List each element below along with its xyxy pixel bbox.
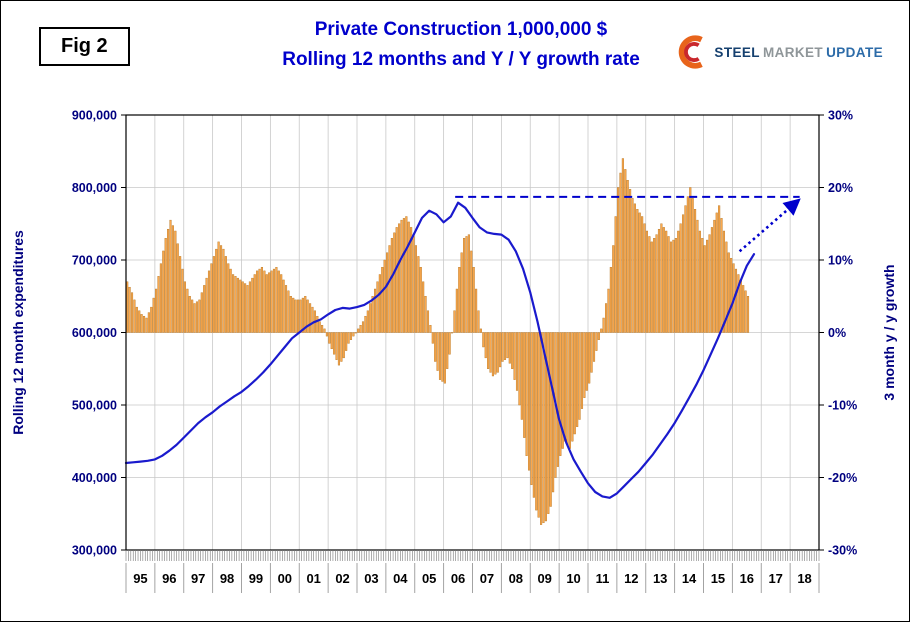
svg-text:Rolling 12 month expenditures: Rolling 12 month expenditures — [10, 230, 26, 435]
chart-title-line1: Private Construction 1,000,000 $ — [314, 19, 608, 40]
svg-text:13: 13 — [653, 571, 667, 586]
svg-text:98: 98 — [220, 571, 234, 586]
svg-text:02: 02 — [335, 571, 349, 586]
x-axis-year-strip: 95 96 97 98 99 00 01 02 03 04 05 06 07 08 09 10 11 12 13 14… — [125, 563, 820, 593]
svg-text:500,000: 500,000 — [72, 399, 117, 413]
svg-text:3 month y / y growth: 3 month y / y growth — [881, 264, 897, 400]
figure-label-box: Fig 2 — [39, 27, 130, 66]
svg-text:20%: 20% — [828, 181, 853, 195]
svg-text:15: 15 — [711, 571, 725, 586]
x-axis-minor-ticks — [125, 550, 820, 561]
svg-text:18: 18 — [797, 571, 811, 586]
svg-text:03: 03 — [364, 571, 378, 586]
svg-text:17: 17 — [768, 571, 782, 586]
logo-word-update: UPDATE — [826, 44, 883, 60]
svg-text:96: 96 — [162, 571, 176, 586]
gridlines — [126, 115, 819, 550]
line-series — [124, 201, 756, 499]
svg-text:12: 12 — [624, 571, 638, 586]
annotations — [455, 195, 801, 253]
bars-series — [126, 158, 750, 525]
chart-title-line2: Rolling 12 months and Y / Y growth rate — [282, 49, 640, 71]
svg-text:700,000: 700,000 — [72, 254, 117, 268]
svg-text:10%: 10% — [828, 254, 853, 268]
svg-text:-30%: -30% — [828, 544, 857, 558]
svg-text:800,000: 800,000 — [72, 181, 117, 195]
svg-text:10: 10 — [566, 571, 580, 586]
svg-text:11: 11 — [596, 571, 610, 586]
svg-text:00: 00 — [278, 571, 292, 586]
axis-titles: Rolling 12 month expenditures 3 month y /… — [10, 230, 897, 435]
svg-text:30%: 30% — [828, 109, 853, 123]
svg-text:600,000: 600,000 — [72, 326, 117, 340]
svg-text:0%: 0% — [828, 326, 846, 340]
logo-word-steel: STEEL — [714, 44, 760, 60]
figure-label: Fig 2 — [61, 35, 108, 57]
left-axis: 900,000 800,000 700,000 600,000 500,000 400,0… — [72, 109, 126, 558]
svg-text:900,000: 900,000 — [72, 109, 117, 123]
svg-text:-10%: -10% — [828, 399, 857, 413]
svg-text:09: 09 — [537, 571, 551, 586]
svg-text:95: 95 — [133, 571, 147, 586]
svg-text:04: 04 — [393, 571, 408, 586]
svg-text:16: 16 — [740, 571, 754, 586]
chart-canvas: 900,000 800,000 700,000 600,000 500,000 400,0… — [10, 109, 897, 593]
svg-text:400,000: 400,000 — [72, 471, 117, 485]
svg-text:14: 14 — [682, 571, 697, 586]
svg-text:97: 97 — [191, 571, 205, 586]
svg-text:05: 05 — [422, 571, 436, 586]
logo-swoosh-icon — [679, 35, 704, 69]
logo-word-market: MARKET — [762, 44, 824, 60]
svg-text:-20%: -20% — [828, 471, 857, 485]
logo: STEEL MARKET UPDATE — [672, 33, 883, 71]
right-axis: 30% 20% 10% 0% -10% -20% -30% — [819, 109, 857, 558]
dotted-trend-arrow — [738, 198, 801, 253]
svg-text:08: 08 — [509, 571, 523, 586]
svg-text:06: 06 — [451, 571, 465, 586]
svg-text:01: 01 — [306, 571, 320, 586]
svg-text:07: 07 — [480, 571, 494, 586]
chart-title: Private Construction 1,000,000 $ Rolling… — [181, 15, 741, 76]
svg-text:300,000: 300,000 — [72, 544, 117, 558]
svg-text:99: 99 — [249, 571, 263, 586]
